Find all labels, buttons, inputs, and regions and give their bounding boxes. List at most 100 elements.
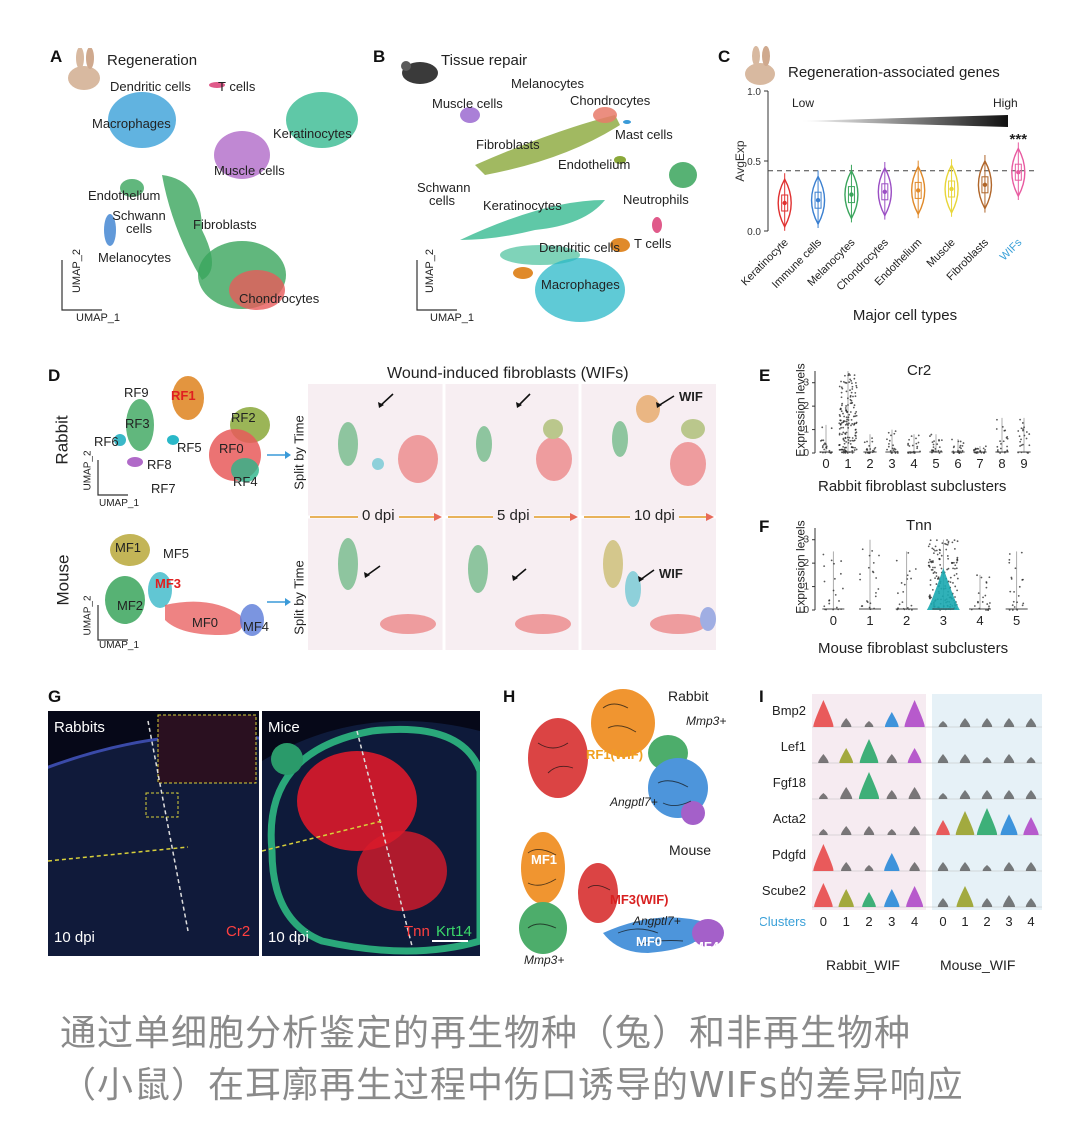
- strip-point: [974, 448, 977, 451]
- strip-point: [875, 592, 877, 594]
- i-cluster-tick: 0: [939, 914, 946, 929]
- h-mf1: MF1: [531, 852, 557, 867]
- strip-x-tick-label: 8: [998, 456, 1005, 471]
- strip-point: [869, 602, 872, 605]
- i-violin: [1000, 814, 1018, 835]
- strip-point: [1019, 418, 1022, 421]
- c-y-tick-label: 0.5: [747, 157, 761, 168]
- c-violin-median: [882, 189, 888, 194]
- strip-point: [937, 578, 939, 580]
- c-violin-box: [1014, 163, 1022, 181]
- strip-point: [845, 431, 848, 434]
- strip-point: [945, 548, 948, 551]
- strip-x-tick-label: 5: [1013, 613, 1020, 628]
- strip-point: [955, 567, 958, 570]
- strip-point: [956, 556, 959, 559]
- strip-point: [846, 436, 849, 439]
- i-clusters-label: Clusters: [760, 914, 806, 929]
- i-violin: [840, 787, 853, 799]
- strip-point: [846, 411, 849, 413]
- g-mouse-tissue: [262, 721, 480, 956]
- c-violin-box: [914, 181, 922, 199]
- i-violin: [976, 808, 998, 835]
- d-mf2: MF2: [117, 598, 143, 613]
- strip-point: [872, 449, 874, 452]
- i-violin: [884, 853, 900, 871]
- strip-point: [828, 602, 831, 605]
- i-gene-label: Lef1: [781, 739, 806, 754]
- strip-point: [934, 549, 936, 552]
- strip-point: [840, 410, 843, 413]
- strip-point: [949, 576, 952, 579]
- strip-point: [939, 564, 942, 566]
- strip-point: [945, 543, 948, 546]
- strip-point: [910, 604, 913, 607]
- i-violin: [1023, 817, 1039, 835]
- i-violin: [906, 886, 924, 907]
- i-gene-label: Pdgfd: [772, 847, 806, 862]
- panel-c-label: C: [718, 47, 731, 66]
- i-violin: [959, 790, 971, 799]
- b-umap1: UMAP_1: [430, 312, 475, 324]
- strip-point: [1006, 445, 1008, 448]
- b-t-cells: T cells: [634, 236, 672, 251]
- strip-point: [852, 406, 855, 409]
- strip-point: [851, 422, 854, 425]
- strip-point: [838, 444, 841, 446]
- strip-point: [982, 447, 985, 450]
- strip-point: [842, 587, 844, 590]
- strip-point: [973, 605, 976, 607]
- strip-point: [999, 447, 1002, 450]
- a-muscle-cells: Muscle cells: [214, 163, 285, 178]
- b-umap2: UMAP_2: [424, 248, 437, 294]
- i-violin: [938, 793, 948, 799]
- strip-point: [929, 539, 932, 542]
- a-endothelium: Endothelium: [88, 188, 161, 203]
- strip-point: [889, 449, 892, 452]
- strip-point: [822, 439, 825, 442]
- strip-point: [886, 438, 888, 441]
- panel-f-scatter-chart: 0 1 2 3 0 1 2 3 4 5: [803, 528, 1028, 628]
- strip-point: [846, 452, 849, 454]
- strip-point: [850, 391, 853, 394]
- panel-a-umap: [61, 82, 358, 311]
- c-high-label: High: [993, 96, 1018, 110]
- strip-x-tick-label: 3: [888, 456, 895, 471]
- c-y-tick-label: 1.0: [747, 87, 761, 98]
- strip-point: [958, 446, 961, 449]
- strip-point: [852, 395, 854, 398]
- i-violin: [813, 700, 834, 727]
- strip-point: [849, 378, 851, 381]
- i-violin: [981, 718, 993, 727]
- strip-y-tick-label: 3: [803, 535, 809, 546]
- c-violin-median: [815, 198, 821, 203]
- strip-point: [844, 436, 847, 439]
- d-mf3: MF3: [155, 576, 181, 591]
- strip-x-tick-label: 5: [932, 456, 939, 471]
- a-macrophages: Macrophages: [92, 116, 171, 131]
- strip-point: [946, 539, 948, 541]
- strip-point: [1006, 435, 1009, 438]
- strip-point: [951, 541, 954, 544]
- strip-point: [892, 444, 894, 447]
- strip-point: [851, 382, 853, 385]
- a-melanocytes: Melanocytes: [98, 250, 171, 265]
- strip-point: [848, 422, 850, 425]
- strip-point: [897, 592, 899, 595]
- d-rf4: RF4: [233, 474, 258, 489]
- strip-point: [931, 588, 934, 591]
- strip-point: [931, 441, 934, 444]
- strip-point: [952, 582, 954, 584]
- strip-point: [907, 444, 909, 446]
- c-violin-median: [849, 192, 854, 197]
- h-mf3-wif: MF3(WIF): [610, 892, 669, 907]
- strip-point: [878, 554, 880, 557]
- strip-point: [1016, 601, 1019, 604]
- strip-point: [891, 447, 894, 450]
- strip-point: [934, 545, 937, 548]
- strip-y-tick-label: 1: [803, 582, 809, 593]
- strip-point: [866, 600, 868, 602]
- strip-point: [954, 564, 957, 567]
- strip-point: [849, 443, 852, 445]
- strip-point: [961, 444, 964, 447]
